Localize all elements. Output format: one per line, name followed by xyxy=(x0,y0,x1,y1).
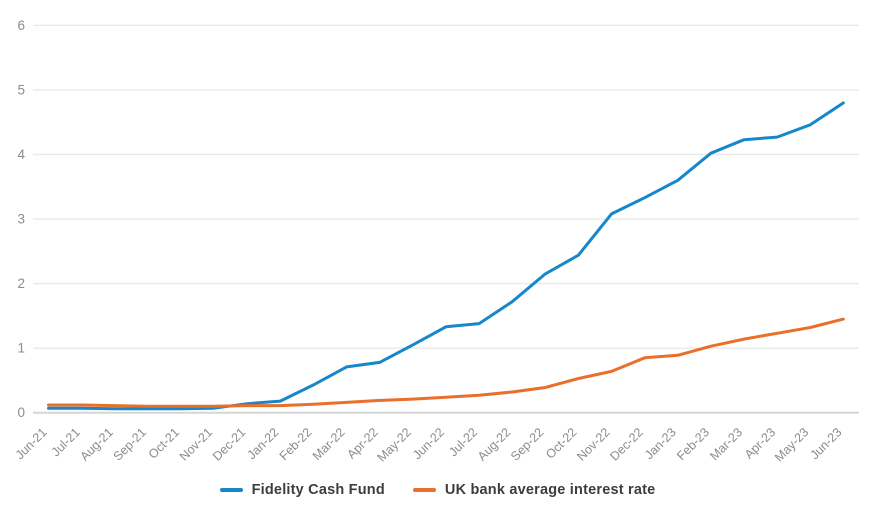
x-axis-tick-label-may-23: May-23 xyxy=(772,425,811,464)
x-axis-tick-label-feb-22: Feb-22 xyxy=(277,425,315,463)
x-axis-tick-label-nov-21: Nov-21 xyxy=(177,425,215,463)
x-axis-tick-label-jan-23: Jan-23 xyxy=(642,425,679,462)
y-axis-tick-label-2: 2 xyxy=(17,276,25,291)
x-axis-tick-label-aug-22: Aug-22 xyxy=(475,425,513,463)
x-axis-tick-label-mar-22: Mar-22 xyxy=(310,425,348,463)
series-line-fidelity-cash-fund xyxy=(47,101,845,411)
x-axis-tick-label-jun-22: Jun-22 xyxy=(410,425,447,462)
y-axis-tick-label-5: 5 xyxy=(17,82,25,97)
x-axis-tick-label-aug-21: Aug-21 xyxy=(77,425,115,463)
x-axis-tick-label-jun-21: Jun-21 xyxy=(13,425,50,462)
x-axis-tick-label-feb-23: Feb-23 xyxy=(674,425,712,463)
y-axis-tick-label-6: 6 xyxy=(17,18,25,33)
series-line-uk-bank-average-interest-rate xyxy=(47,317,845,408)
legend-marker-uk-bank-icon xyxy=(412,488,436,492)
x-axis-tick-label-jun-23: Jun-23 xyxy=(808,425,845,462)
x-axis-tick-label-oct-22: Oct-22 xyxy=(543,425,579,461)
x-axis-tick-label-oct-21: Oct-21 xyxy=(146,425,182,461)
x-axis-tick-label-mar-23: Mar-23 xyxy=(707,425,745,463)
x-axis-tick-label-dec-21: Dec-21 xyxy=(210,425,248,463)
y-axis-tick-label-0: 0 xyxy=(17,405,25,420)
chart-legend: Fidelity Cash Fund UK bank average inter… xyxy=(0,482,875,498)
legend-item-fidelity-cash-fund[interactable]: Fidelity Cash Fund xyxy=(219,482,385,498)
y-axis-tick-label-4: 4 xyxy=(17,147,25,162)
x-axis-tick-label-sep-21: Sep-21 xyxy=(111,425,149,463)
legend-item-uk-bank-average[interactable]: UK bank average interest rate xyxy=(412,482,656,498)
x-axis-tick-label-nov-22: Nov-22 xyxy=(574,425,612,463)
y-axis-tick-label-3: 3 xyxy=(17,212,25,227)
x-axis-tick-label-sep-22: Sep-22 xyxy=(508,425,546,463)
x-axis-tick-label-may-22: May-22 xyxy=(375,425,414,464)
x-axis-tick-label-jan-22: Jan-22 xyxy=(245,425,282,462)
legend-label-fidelity: Fidelity Cash Fund xyxy=(251,482,385,498)
y-axis-tick-label-1: 1 xyxy=(17,341,25,356)
legend-marker-fidelity-icon xyxy=(219,488,243,492)
x-axis-tick-label-dec-22: Dec-22 xyxy=(607,425,645,463)
legend-label-uk-bank: UK bank average interest rate xyxy=(444,482,656,498)
